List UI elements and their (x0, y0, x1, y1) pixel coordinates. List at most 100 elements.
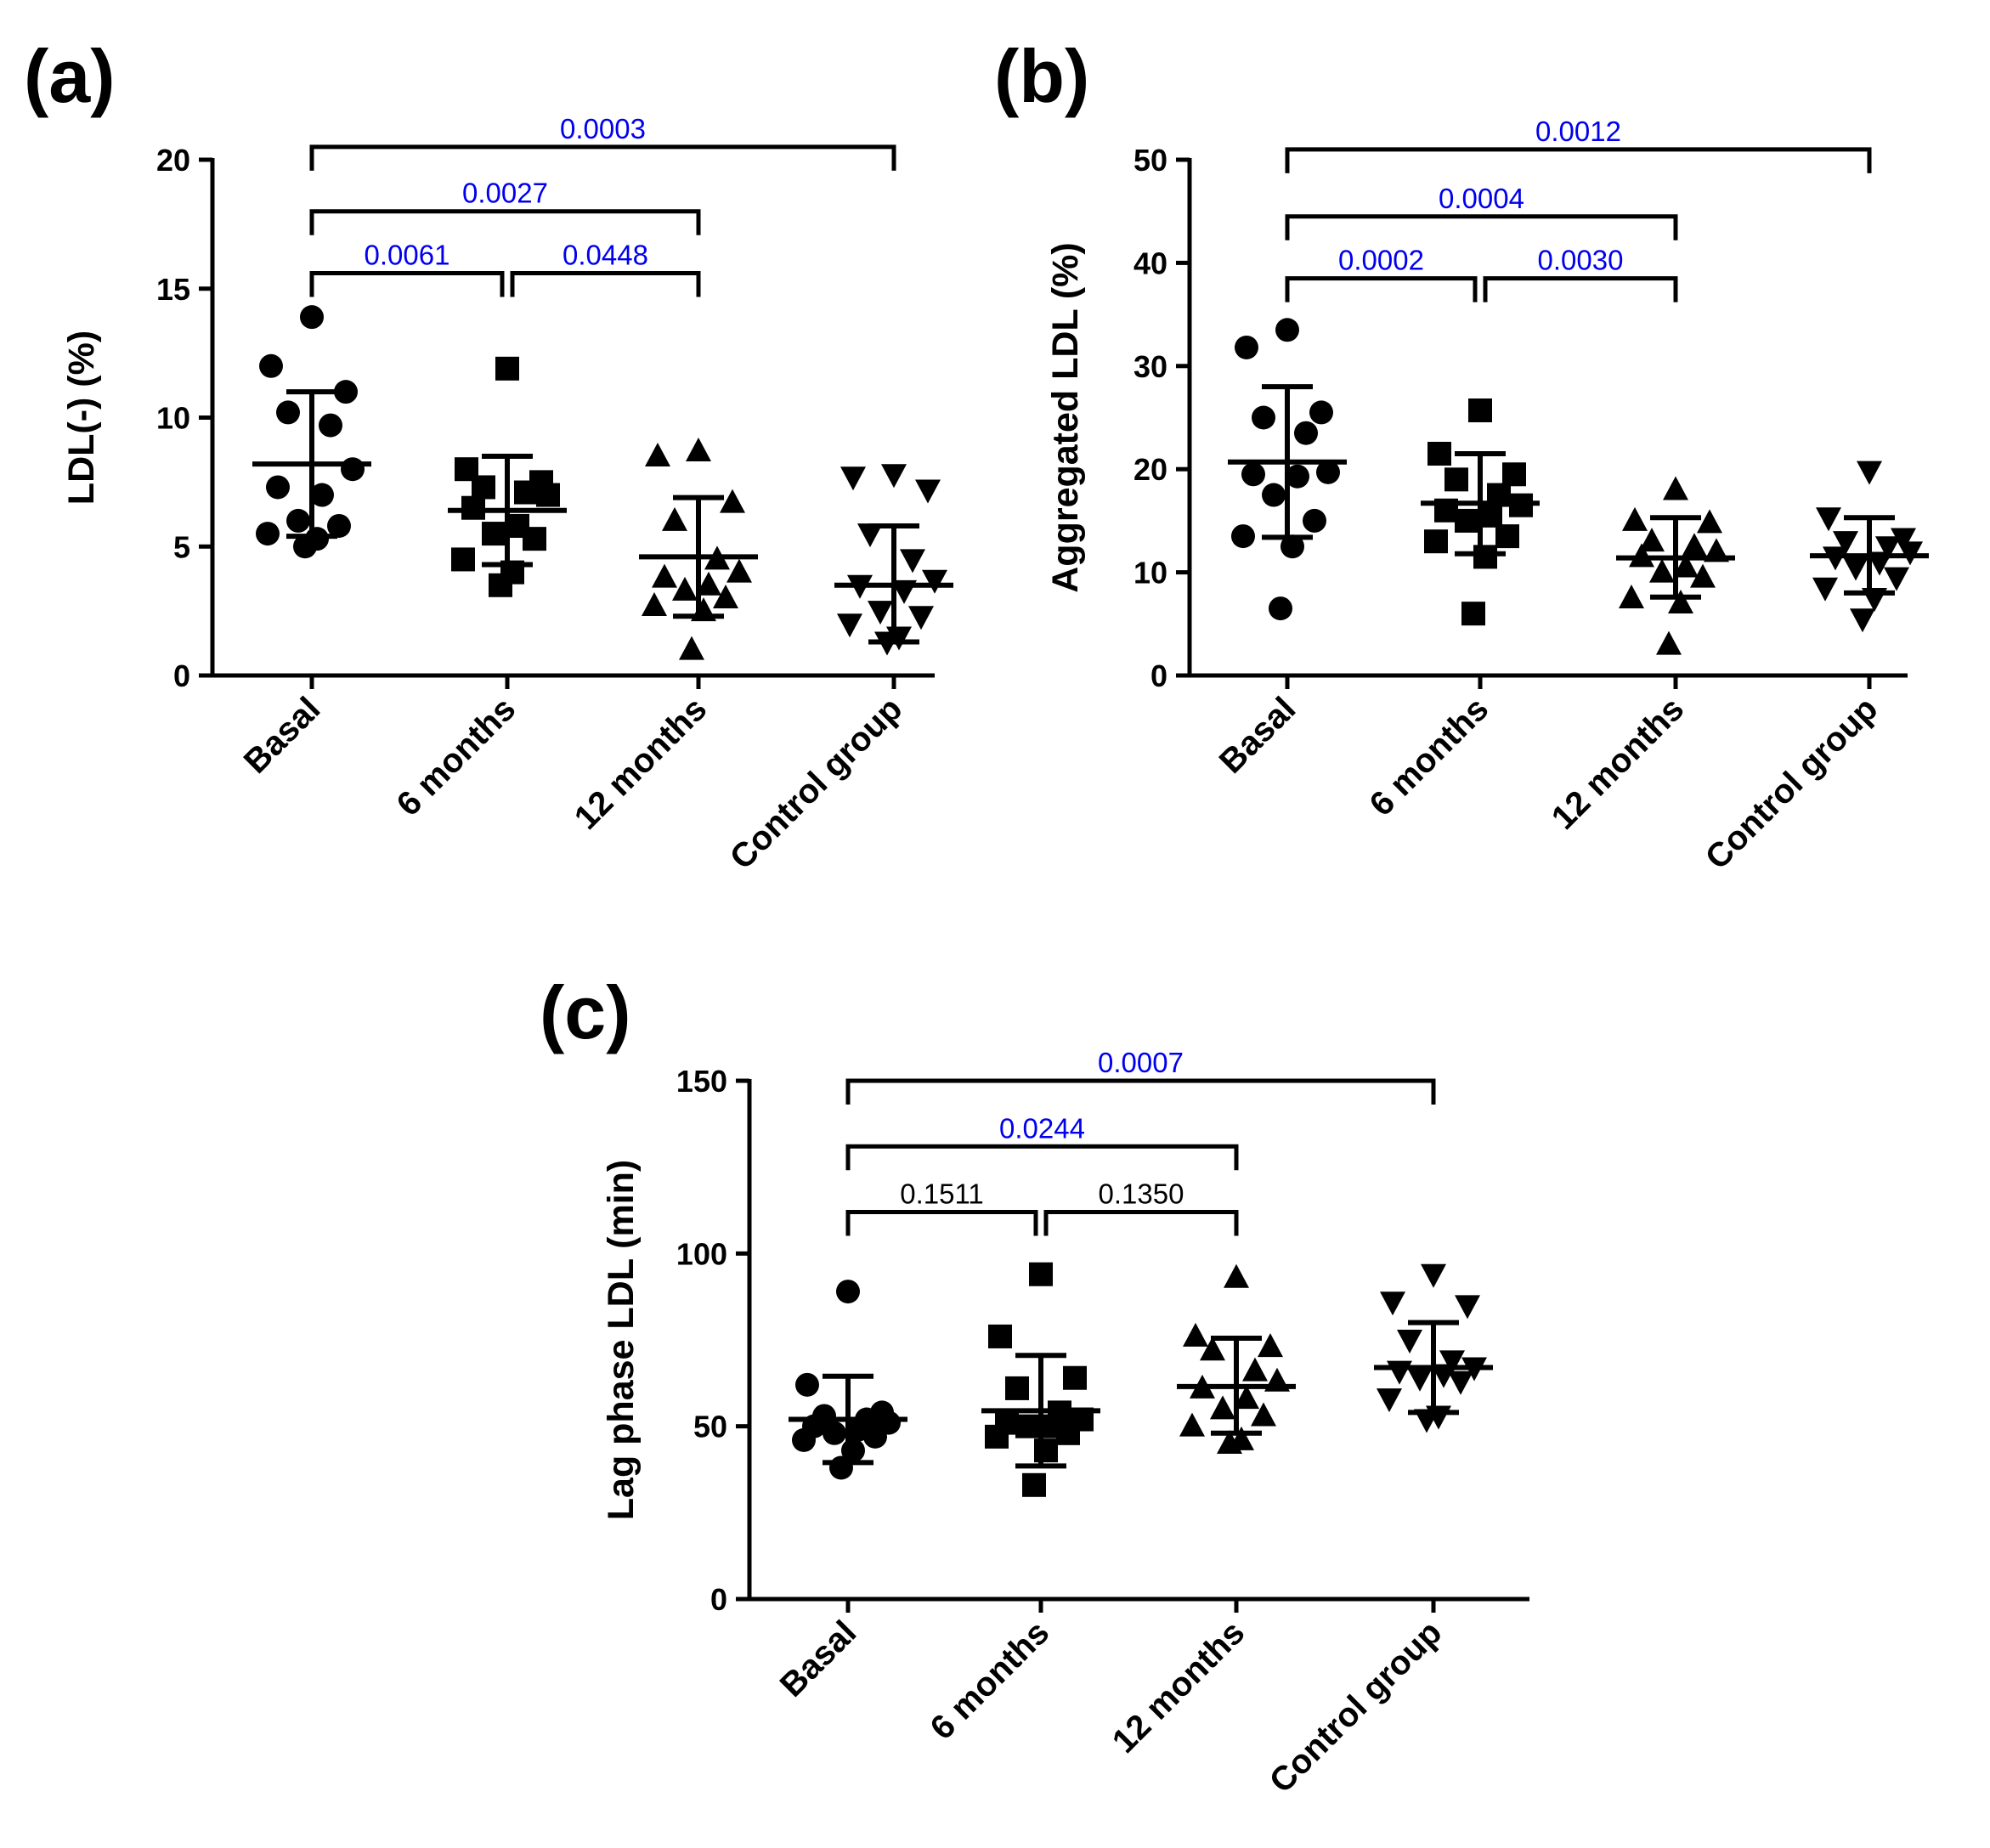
data-point (792, 1427, 816, 1452)
x-category-label: Control group (723, 690, 910, 877)
data-point (1280, 534, 1304, 559)
data-point (1183, 1322, 1208, 1347)
p-value-label: 0.0448 (563, 240, 648, 271)
data-point (1029, 1262, 1053, 1286)
data-point (1022, 1472, 1046, 1497)
data-point (1224, 1263, 1249, 1288)
data-point (472, 475, 495, 500)
data-point (1316, 460, 1340, 484)
y-tick-label: 10 (1134, 556, 1167, 591)
data-point (1231, 524, 1255, 549)
data-point (1252, 405, 1275, 430)
data-point (642, 592, 667, 617)
data-point (1690, 563, 1716, 588)
data-point (1005, 1376, 1029, 1400)
data-point (1495, 524, 1519, 549)
data-point (1656, 630, 1682, 655)
data-point (1668, 590, 1693, 614)
y-tick-label: 15 (156, 272, 190, 307)
data-point (1816, 507, 1841, 532)
data-point (652, 563, 677, 588)
data-point (1034, 1438, 1058, 1463)
y-tick-label: 50 (1134, 143, 1167, 178)
data-point (1673, 553, 1699, 578)
data-point (1473, 545, 1497, 569)
significance-bracket (1285, 276, 1478, 302)
data-point (1629, 543, 1654, 568)
data-point (1421, 1263, 1446, 1288)
data-point (482, 522, 506, 546)
data-point (837, 613, 862, 638)
y-tick-label: 40 (1134, 246, 1167, 280)
data-point (286, 508, 310, 533)
data-point (1397, 1330, 1422, 1354)
significance-bracket (845, 1078, 1436, 1105)
data-point (985, 1424, 1009, 1449)
data-point (696, 571, 721, 596)
p-value-label: 0.0004 (1439, 183, 1524, 214)
data-point (1242, 1357, 1268, 1382)
significance-bracket (309, 144, 896, 171)
y-tick-label: 20 (1134, 452, 1167, 487)
significance-bracket (845, 1210, 1038, 1236)
y-axis-label: LDL(-) (%) (61, 331, 102, 505)
significance-bracket (510, 271, 701, 297)
y-tick-label: 30 (1134, 349, 1167, 384)
data-point (1424, 529, 1448, 554)
data-point (857, 523, 883, 548)
panel-letter: (b) (994, 34, 1089, 118)
p-value-label: 0.0244 (999, 1112, 1085, 1144)
y-tick-label: 0 (1150, 658, 1167, 693)
data-point (1455, 508, 1478, 533)
data-point (1823, 546, 1848, 571)
data-point (922, 569, 947, 594)
data-point (1380, 1291, 1405, 1316)
data-point (908, 606, 934, 630)
panel-b: (b) Aggregated LDL (%) 0 10 20 30 40 50 Basal 6 m… (994, 34, 1929, 877)
x-category-label: 12 months (568, 690, 715, 837)
data-point (1461, 602, 1485, 626)
p-value-label: 0.1511 (900, 1178, 983, 1210)
data-point (1251, 1402, 1276, 1427)
data-point (300, 305, 324, 330)
data-point (868, 601, 893, 625)
data-point (1056, 1421, 1080, 1445)
data-point (726, 558, 752, 583)
data-point (1015, 1414, 1039, 1438)
data-point (1407, 1367, 1433, 1392)
y-tick-label: 20 (156, 143, 190, 178)
x-category-label: 6 months (1363, 690, 1496, 823)
y-axis-label: Lag phase LDL (min) (601, 1160, 642, 1520)
data-point (686, 437, 711, 461)
significance-bracket (309, 271, 505, 297)
data-point (1663, 476, 1688, 500)
data-point (334, 380, 358, 404)
data-point (489, 573, 512, 597)
data-point (523, 527, 546, 551)
data-point (645, 443, 670, 467)
x-category-label: Control group (1699, 690, 1885, 877)
data-point (1622, 506, 1648, 531)
data-point (1294, 421, 1318, 445)
y-tick-label: 0 (173, 658, 190, 693)
data-point (1812, 577, 1838, 602)
p-value-label: 0.0002 (1338, 245, 1424, 276)
data-point (1619, 584, 1644, 608)
data-point (672, 576, 698, 601)
p-value-label: 0.0030 (1538, 245, 1624, 276)
significance-bracket (1043, 1210, 1239, 1236)
significance-bracket (1285, 147, 1872, 173)
x-category-label: 6 months (924, 1613, 1057, 1747)
data-point (1639, 528, 1665, 552)
y-tick-label: 5 (173, 529, 190, 564)
y-axis-label: Aggregated LDL (%) (1045, 242, 1086, 593)
x-category-label: Basal (1213, 690, 1303, 781)
data-point (1235, 335, 1258, 359)
data-point (461, 495, 485, 520)
y-tick-label: 0 (710, 1582, 727, 1617)
p-value-label: 0.0007 (1098, 1047, 1184, 1078)
data-point (679, 636, 704, 660)
data-point (327, 513, 351, 538)
y-tick-label: 10 (156, 401, 190, 436)
data-point (1875, 536, 1901, 561)
